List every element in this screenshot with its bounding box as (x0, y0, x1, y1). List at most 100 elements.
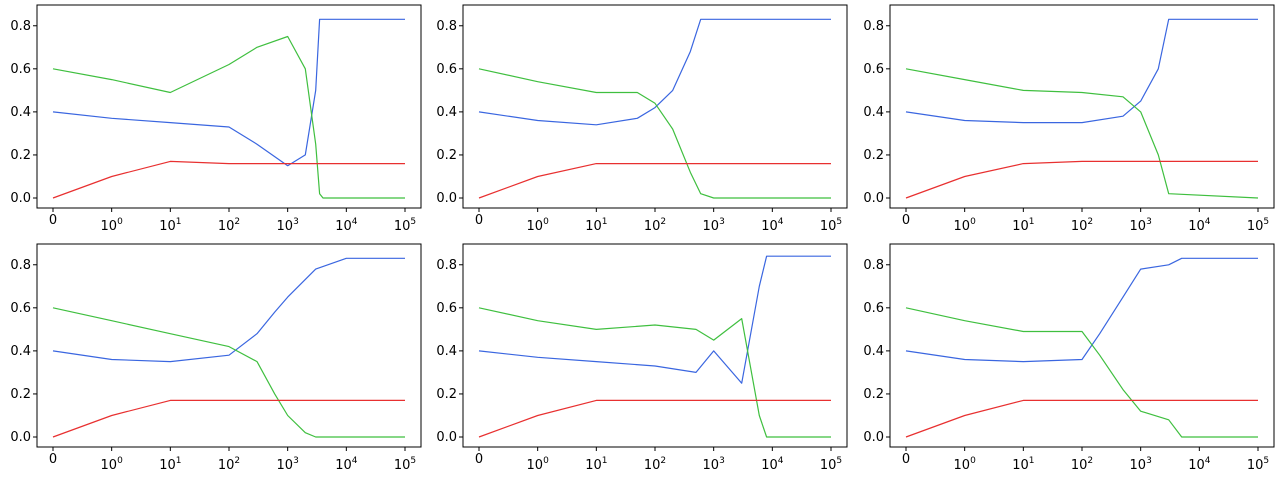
y-tick-label: 0.8 (863, 258, 884, 273)
series-line-2 (52, 35, 405, 199)
y-tick-label: 0.6 (863, 62, 884, 77)
axes-frame (36, 4, 422, 209)
x-tick-label: 101 (159, 456, 181, 473)
axes-frame (36, 243, 422, 448)
x-tick-label: 104 (1188, 217, 1211, 234)
y-tick-label: 0.2 (436, 148, 457, 163)
x-tick-label: 101 (1012, 456, 1034, 473)
chart-panel-bottom-left: 0.0 0.2 0.4 0.6 0.8 0 100 101 102 103 104 105 (10, 243, 422, 473)
series-line-3 (478, 163, 831, 199)
x-tick-label: 100 (527, 217, 550, 234)
y-tick-label: 0.0 (10, 191, 31, 206)
y-tick-label: 0.2 (10, 148, 31, 163)
y-tick-label: 0.0 (436, 430, 457, 445)
y-tick-label: 0.2 (10, 387, 31, 402)
series-line-1 (478, 255, 831, 384)
y-tick-label: 0.2 (863, 148, 884, 163)
y-tick-label: 0.2 (863, 387, 884, 402)
x-tick-label: 0 (49, 452, 57, 467)
y-tick-label: 0.4 (10, 344, 31, 359)
x-tick-label: 104 (1188, 456, 1211, 473)
chart-panel-bottom-right: 0.0 0.2 0.4 0.6 0.8 0 100 101 102 103 104 105 (863, 243, 1275, 473)
chart-panel-top-middle: 0.0 0.2 0.4 0.6 0.8 0 100 101 102 103 104 105 (436, 4, 848, 234)
x-tick-label: 102 (218, 456, 240, 473)
x-tick-label: 0 (49, 213, 57, 228)
chart-panel-top-left: 0.0 0.2 0.4 0.6 0.8 0 100 101 102 103 104 105 (10, 4, 422, 234)
x-tick-label: 0 (475, 452, 483, 467)
series-line-1 (905, 18, 1258, 124)
y-tick-label: 0.4 (436, 344, 457, 359)
x-tick-label: 105 (394, 456, 416, 473)
y-tick-label: 0.4 (436, 105, 457, 120)
x-tick-label: 100 (101, 456, 124, 473)
x-tick-label: 104 (335, 217, 358, 234)
x-tick-label: 103 (1130, 217, 1152, 234)
axes-frame (462, 243, 848, 448)
series-line-2 (905, 68, 1259, 199)
y-tick-label: 0.6 (436, 301, 457, 316)
y-tick-label: 0.8 (10, 19, 31, 34)
x-tick-label: 102 (644, 217, 666, 234)
series-line-2 (478, 307, 831, 438)
axes-frame (462, 4, 848, 209)
y-tick-label: 0.6 (10, 301, 31, 316)
x-tick-label: 101 (585, 456, 607, 473)
x-tick-label: 104 (761, 217, 784, 234)
series-line-1 (52, 18, 405, 167)
y-tick-label: 0.4 (10, 105, 31, 120)
x-tick-label: 101 (1012, 217, 1034, 234)
y-tick-label: 0.0 (863, 191, 884, 206)
axes-frame (889, 243, 1275, 448)
y-tick-label: 0.2 (436, 387, 457, 402)
series-line-1 (52, 257, 405, 363)
x-tick-label: 0 (902, 452, 910, 467)
series-line-3 (52, 399, 405, 438)
x-tick-label: 105 (1247, 456, 1269, 473)
series-line-3 (478, 399, 831, 438)
series-line-2 (478, 68, 831, 199)
x-tick-label: 102 (1071, 456, 1093, 473)
series-line-2 (52, 307, 405, 438)
series-line-3 (905, 399, 1258, 438)
x-tick-label: 100 (954, 456, 977, 473)
x-tick-label: 0 (475, 213, 483, 228)
series-line-2 (905, 307, 1258, 438)
x-tick-label: 105 (820, 456, 842, 473)
x-tick-label: 104 (335, 456, 358, 473)
x-tick-label: 0 (902, 213, 910, 228)
series-line-3 (905, 160, 1258, 199)
y-tick-label: 0.0 (863, 430, 884, 445)
series-line-1 (905, 257, 1258, 363)
chart-panel-top-right: 0.0 0.2 0.4 0.6 0.8 0 100 101 102 103 104 105 (863, 4, 1275, 234)
x-tick-label: 104 (761, 456, 784, 473)
y-tick-label: 0.0 (10, 430, 31, 445)
series-line-1 (478, 18, 831, 126)
y-tick-label: 0.4 (863, 105, 884, 120)
x-tick-label: 105 (394, 217, 416, 234)
x-tick-label: 101 (159, 217, 181, 234)
y-tick-label: 0.0 (436, 191, 457, 206)
y-tick-label: 0.8 (863, 19, 884, 34)
x-tick-label: 103 (277, 456, 299, 473)
series-line-3 (52, 160, 405, 199)
y-tick-label: 0.4 (863, 344, 884, 359)
y-tick-label: 0.8 (436, 258, 457, 273)
chart-panel-bottom-middle: 0.0 0.2 0.4 0.6 0.8 0 100 101 102 103 104 105 (436, 243, 848, 473)
y-tick-label: 0.6 (10, 62, 31, 77)
x-tick-label: 103 (277, 217, 299, 234)
axes-frame (889, 4, 1275, 209)
x-tick-label: 100 (527, 456, 550, 473)
x-tick-label: 102 (1071, 217, 1093, 234)
x-tick-label: 105 (820, 217, 842, 234)
x-tick-label: 102 (644, 456, 666, 473)
x-tick-label: 105 (1247, 217, 1269, 234)
x-tick-label: 102 (218, 217, 240, 234)
y-tick-label: 0.6 (436, 62, 457, 77)
x-tick-label: 103 (703, 217, 725, 234)
x-tick-label: 103 (1130, 456, 1152, 473)
y-tick-label: 0.8 (436, 19, 457, 34)
x-tick-label: 100 (101, 217, 124, 234)
x-tick-label: 103 (703, 456, 725, 473)
x-tick-label: 101 (585, 217, 607, 234)
